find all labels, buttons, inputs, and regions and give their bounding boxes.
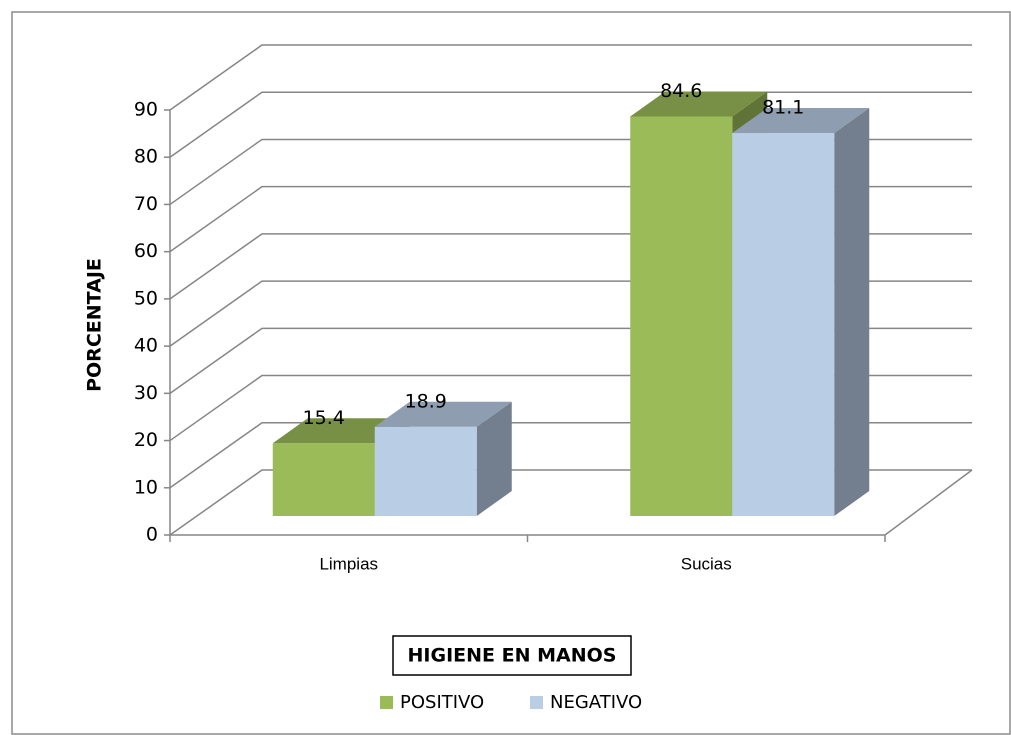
data-label: 18.9 (405, 390, 447, 412)
legend-swatch (530, 696, 543, 709)
bar-side (834, 108, 870, 517)
bar (272, 443, 375, 516)
data-label: 15.4 (303, 407, 345, 429)
legend-swatch (380, 696, 393, 709)
x-axis-title-box (392, 635, 632, 676)
legend-label: NEGATIVO (550, 692, 642, 713)
data-label: 84.6 (660, 80, 702, 102)
y-tick-label: 30 (134, 382, 158, 404)
x-axis-title: HIGIENE EN MANOS (408, 645, 617, 667)
y-tick-label: 50 (134, 287, 158, 309)
y-tick-label: 60 (134, 240, 158, 262)
bar-top (732, 108, 870, 134)
bar (630, 116, 733, 516)
floor-right (884, 469, 973, 536)
y-tick-label: 40 (134, 335, 158, 357)
y-tick-label: 90 (134, 99, 158, 121)
y-tick-label: 70 (134, 193, 158, 215)
legend-label: POSITIVO (400, 692, 484, 713)
x-tick-label: Sucias (681, 554, 732, 573)
x-tick-label: Limpias (319, 554, 378, 573)
y-axis-title: PORCENTAJE (84, 258, 106, 392)
y-tick-label: 20 (134, 429, 158, 451)
bar-side (476, 401, 512, 516)
grid-line (169, 44, 972, 111)
y-tick-label: 10 (134, 476, 158, 498)
bar-top (374, 401, 512, 427)
bar-top (630, 91, 768, 117)
data-label: 81.1 (762, 97, 804, 119)
bar (732, 133, 835, 516)
bar (374, 426, 477, 516)
y-tick-label: 80 (134, 146, 158, 168)
y-tick-label: 0 (146, 524, 158, 546)
